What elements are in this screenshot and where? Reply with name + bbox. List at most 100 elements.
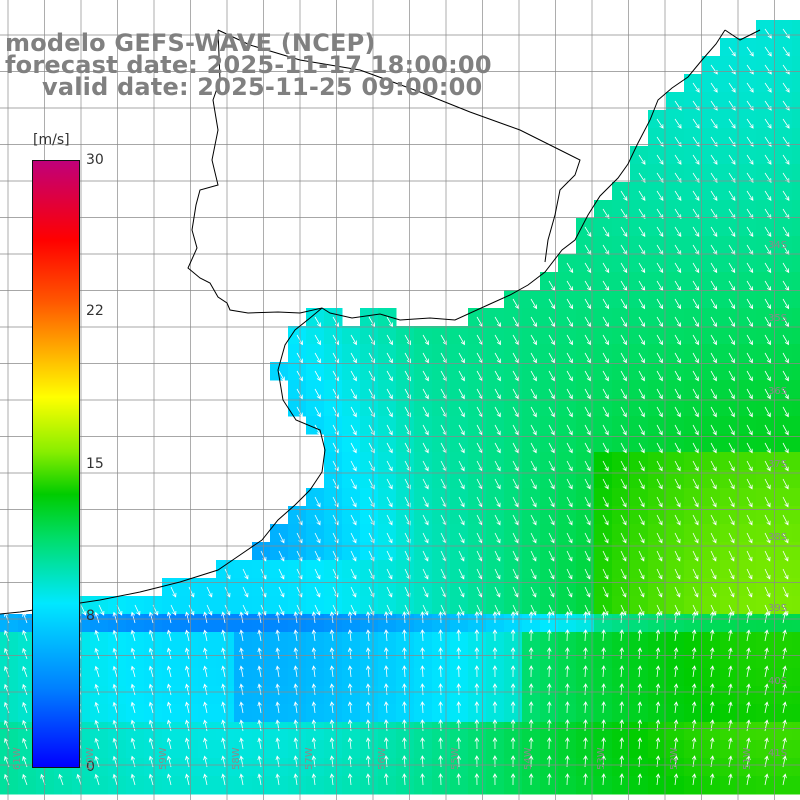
- wind-arrow: [638, 514, 645, 526]
- speed-cell: [342, 722, 361, 741]
- speed-cell: [162, 632, 181, 651]
- speed-cell: [738, 632, 757, 651]
- coastline-argentina: [0, 307, 326, 615]
- speed-cell: [702, 740, 721, 759]
- wind-arrow: [764, 190, 772, 202]
- wind-arrow: [584, 262, 592, 274]
- wind-arrow: [638, 442, 645, 454]
- wind-arrow: [278, 568, 285, 580]
- wind-arrow: [494, 388, 501, 400]
- wind-arrow: [420, 773, 425, 786]
- wind-arrow: [166, 701, 172, 714]
- wind-arrow: [692, 208, 700, 220]
- wind-arrow: [112, 683, 118, 696]
- wind-arrow: [22, 719, 28, 732]
- speed-cell: [540, 704, 559, 723]
- colorbar-tick: 0: [86, 759, 95, 775]
- speed-cell: [774, 740, 793, 759]
- wind-arrow: [530, 370, 537, 382]
- speed-cell: [306, 614, 325, 633]
- wind-arrow: [548, 550, 555, 562]
- wind-arrow: [782, 190, 790, 202]
- wind-arrow: [637, 665, 643, 678]
- wind-arrow: [296, 586, 303, 598]
- wind-arrow: [692, 298, 700, 310]
- wind-arrow: [692, 370, 699, 382]
- speed-cell: [414, 758, 433, 777]
- wind-arrow: [728, 611, 733, 624]
- speed-cell: [774, 686, 793, 705]
- speed-cell: [792, 272, 800, 291]
- wind-arrow: [602, 316, 610, 328]
- wind-arrow: [314, 604, 321, 616]
- longitude-label: 51W: [742, 747, 753, 770]
- wind-arrow: [728, 46, 736, 57]
- speed-cell: [504, 758, 523, 777]
- wind-arrow: [656, 118, 664, 129]
- wind-arrow: [764, 665, 769, 678]
- wind-arrow: [620, 208, 628, 220]
- coastline-brazil-coast: [724, 29, 761, 41]
- colorbar-tick: 30: [86, 152, 104, 168]
- wind-arrow: [476, 514, 483, 526]
- colorbar-unit-label: [m/s]: [33, 132, 70, 148]
- wind-arrow: [656, 496, 663, 508]
- wind-arrow: [456, 629, 462, 642]
- wind-arrow: [764, 442, 771, 454]
- speed-cell: [486, 686, 505, 705]
- speed-cell: [18, 686, 37, 705]
- wind-arrow: [764, 316, 772, 328]
- speed-cell: [486, 776, 505, 795]
- speed-cell: [486, 668, 505, 687]
- wind-arrow: [782, 683, 787, 696]
- wind-arrow: [764, 568, 771, 580]
- wind-arrow: [94, 701, 100, 714]
- speed-cell: [522, 722, 541, 741]
- wind-arrow: [782, 298, 790, 310]
- wind-arrow: [278, 586, 285, 598]
- speed-cell: [738, 758, 757, 777]
- wind-arrow: [728, 118, 736, 129]
- wind-arrow: [94, 773, 100, 786]
- wind-arrow: [782, 701, 787, 714]
- wind-arrow: [347, 719, 353, 732]
- speed-cell: [18, 632, 37, 651]
- wind-arrow: [22, 683, 28, 696]
- wind-arrow: [368, 316, 376, 328]
- speed-cell: [216, 668, 235, 687]
- wind-arrow: [546, 629, 552, 642]
- wind-arrow: [458, 568, 465, 580]
- wind-arrow: [130, 683, 136, 696]
- speed-cell: [468, 758, 487, 777]
- wind-arrow: [692, 424, 699, 436]
- wind-arrow: [94, 719, 100, 732]
- wind-arrow: [384, 773, 389, 786]
- speed-cell: [360, 722, 379, 741]
- wind-arrow: [458, 406, 465, 418]
- wind-arrow: [530, 316, 538, 328]
- wind-arrow: [637, 647, 643, 660]
- wind-arrow: [692, 334, 699, 346]
- speed-cell: [504, 650, 523, 669]
- wind-arrow: [764, 586, 771, 598]
- wind-arrow: [746, 298, 754, 310]
- wind-arrow: [583, 611, 588, 624]
- wind-arrow: [347, 611, 353, 624]
- speed-cell: [774, 668, 793, 687]
- speed-cell: [558, 740, 577, 759]
- wind-arrow: [203, 701, 208, 714]
- wind-arrow: [293, 719, 299, 732]
- wind-arrow: [293, 665, 299, 678]
- speed-cell: [774, 704, 793, 723]
- wind-arrow: [314, 316, 322, 328]
- speed-cell: [792, 362, 800, 381]
- speed-cell: [792, 434, 800, 453]
- speed-cell: [792, 92, 800, 111]
- wind-arrow: [746, 586, 753, 598]
- speed-cell: [612, 650, 631, 669]
- speed-cell: [504, 722, 523, 741]
- wind-arrow: [710, 352, 717, 364]
- wind-arrow: [332, 496, 339, 508]
- speed-cell: [720, 704, 739, 723]
- speed-cell: [540, 758, 559, 777]
